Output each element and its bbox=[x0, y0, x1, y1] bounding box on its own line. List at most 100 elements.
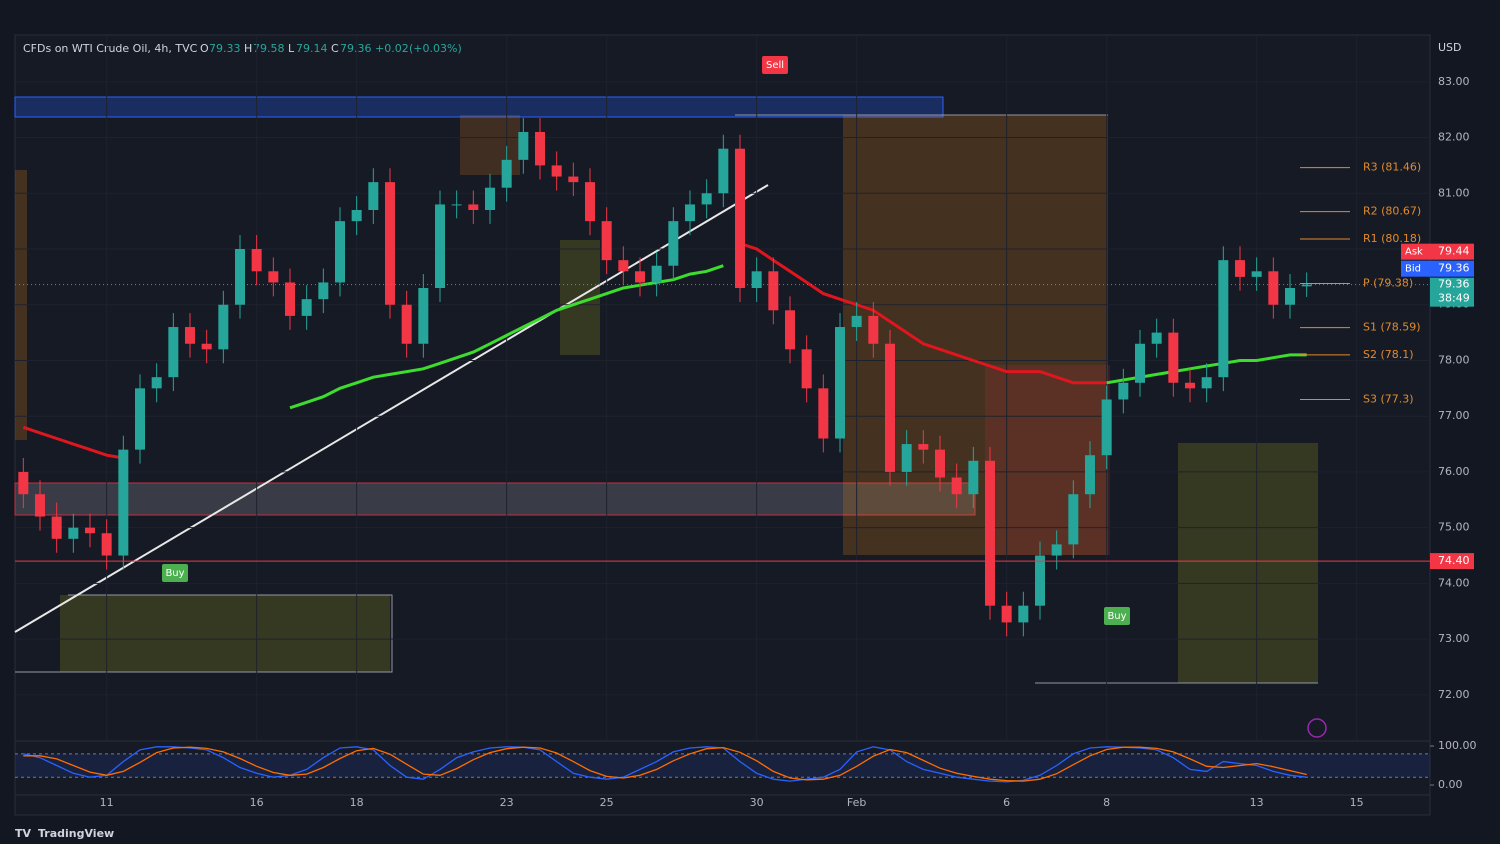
pivot-label: S1 (78.59) bbox=[1363, 321, 1421, 334]
candle-body bbox=[518, 131, 529, 160]
zones bbox=[14, 96, 1327, 738]
bid-label: Bid bbox=[1405, 264, 1421, 275]
supply-zone bbox=[14, 96, 944, 118]
candle-body bbox=[935, 449, 945, 478]
signal-label: Buy bbox=[165, 568, 184, 579]
candle-body bbox=[735, 148, 745, 289]
candle-body bbox=[301, 299, 312, 316]
candle-body bbox=[1218, 260, 1229, 378]
candle-body bbox=[701, 193, 712, 205]
pivot-label: P (79.38) bbox=[1363, 277, 1413, 290]
countdown: 38:49 bbox=[1438, 292, 1470, 305]
ohlc-value: 79.33 bbox=[209, 42, 241, 55]
moving-average bbox=[22, 241, 1107, 460]
candle-body bbox=[368, 182, 379, 210]
ohlc-prefix: O bbox=[200, 42, 209, 55]
candle-body bbox=[635, 271, 645, 283]
candle-body bbox=[218, 304, 229, 350]
pivot-label: R1 (80.18) bbox=[1363, 232, 1421, 245]
branding: TradingView bbox=[38, 827, 114, 840]
ask-label: Ask bbox=[1405, 247, 1423, 258]
candle-body bbox=[335, 221, 345, 283]
candle-body bbox=[468, 204, 479, 210]
candle-body bbox=[385, 182, 395, 305]
y-tick-label: 83.00 bbox=[1438, 75, 1470, 88]
candle-body bbox=[601, 221, 612, 261]
signal-label: Sell bbox=[766, 60, 784, 71]
candle-body bbox=[1185, 382, 1195, 389]
candle-body bbox=[918, 444, 929, 450]
candle-body bbox=[651, 265, 662, 283]
bid-value: 79.36 bbox=[1438, 262, 1470, 275]
y-tick-label: 77.00 bbox=[1438, 409, 1470, 422]
ohlc-prefix: H bbox=[244, 42, 252, 55]
candle-body bbox=[1201, 377, 1212, 389]
candle-body bbox=[1151, 332, 1162, 344]
pivot-label: R2 (80.67) bbox=[1363, 205, 1421, 218]
candle-body bbox=[1068, 494, 1079, 545]
candle-body bbox=[835, 327, 845, 439]
ohlc-prefix: C bbox=[331, 42, 339, 55]
candle-body bbox=[135, 388, 145, 450]
ask-value: 79.44 bbox=[1438, 245, 1470, 258]
candles bbox=[18, 118, 1312, 637]
change-pct: (+0.03%) bbox=[409, 42, 462, 55]
signal-badge bbox=[162, 564, 188, 582]
candle-body bbox=[185, 327, 195, 344]
candle-body bbox=[1285, 288, 1295, 305]
oscillator-line bbox=[23, 746, 1307, 782]
y-tick-label: 82.00 bbox=[1438, 131, 1470, 144]
range-outline bbox=[15, 594, 393, 673]
candle-body bbox=[451, 204, 462, 206]
candle-body bbox=[535, 131, 545, 166]
x-tick-label: 16 bbox=[250, 796, 264, 809]
candle-body bbox=[501, 159, 512, 188]
bid-tag bbox=[1401, 260, 1474, 277]
x-tick-label: 11 bbox=[100, 796, 114, 809]
candle-body bbox=[101, 533, 112, 556]
candle-body bbox=[485, 187, 495, 210]
candle-body bbox=[1301, 284, 1312, 287]
logo: TV bbox=[15, 827, 32, 840]
candle-body bbox=[1135, 343, 1145, 383]
candle-body bbox=[351, 209, 362, 222]
candle-body bbox=[18, 471, 29, 495]
range-band bbox=[60, 595, 390, 672]
y-tick-label: 100.00 bbox=[1438, 739, 1477, 752]
ohlc-value: 79.36 bbox=[340, 42, 372, 55]
x-tick-label: 30 bbox=[750, 796, 764, 809]
trend-line bbox=[14, 184, 769, 633]
candle-body bbox=[551, 165, 562, 177]
candle-body bbox=[768, 271, 779, 311]
candle-body bbox=[785, 310, 795, 350]
header: CFDs on WTI Crude Oil, 4h, TVC USD Tradi… bbox=[15, 41, 1462, 840]
y-tick-label: 78.00 bbox=[1438, 353, 1470, 366]
symbol: CFDs on WTI Crude Oil, 4h, TVC bbox=[23, 42, 198, 55]
ask-tag bbox=[1401, 243, 1474, 260]
pivot-label: R3 (81.46) bbox=[1363, 161, 1421, 174]
x-tick-label: 23 bbox=[500, 796, 514, 809]
candle-body bbox=[418, 288, 429, 344]
candle-body bbox=[318, 282, 329, 300]
y-tick-label: 74.00 bbox=[1438, 576, 1470, 589]
band-fill bbox=[15, 753, 1430, 778]
candle-body bbox=[968, 460, 979, 495]
candle-body bbox=[818, 388, 829, 439]
candle-body bbox=[68, 527, 79, 539]
y-tick-label: 72.00 bbox=[1438, 688, 1470, 701]
demand-zone bbox=[14, 482, 976, 516]
signal-badge bbox=[762, 56, 788, 74]
candle-body bbox=[35, 494, 45, 517]
candle-body bbox=[1001, 605, 1012, 623]
alert-icon bbox=[1307, 718, 1327, 738]
candle-body bbox=[851, 315, 862, 328]
pivot-label: S3 (77.3) bbox=[1363, 392, 1414, 405]
range-band bbox=[1178, 443, 1318, 683]
candle-body bbox=[1051, 544, 1062, 556]
candle-body bbox=[1101, 399, 1112, 456]
candle-body bbox=[401, 304, 412, 344]
candle-body bbox=[618, 260, 629, 272]
y-tick-label: 81.00 bbox=[1438, 186, 1470, 199]
signal-label: Buy bbox=[1107, 611, 1126, 622]
